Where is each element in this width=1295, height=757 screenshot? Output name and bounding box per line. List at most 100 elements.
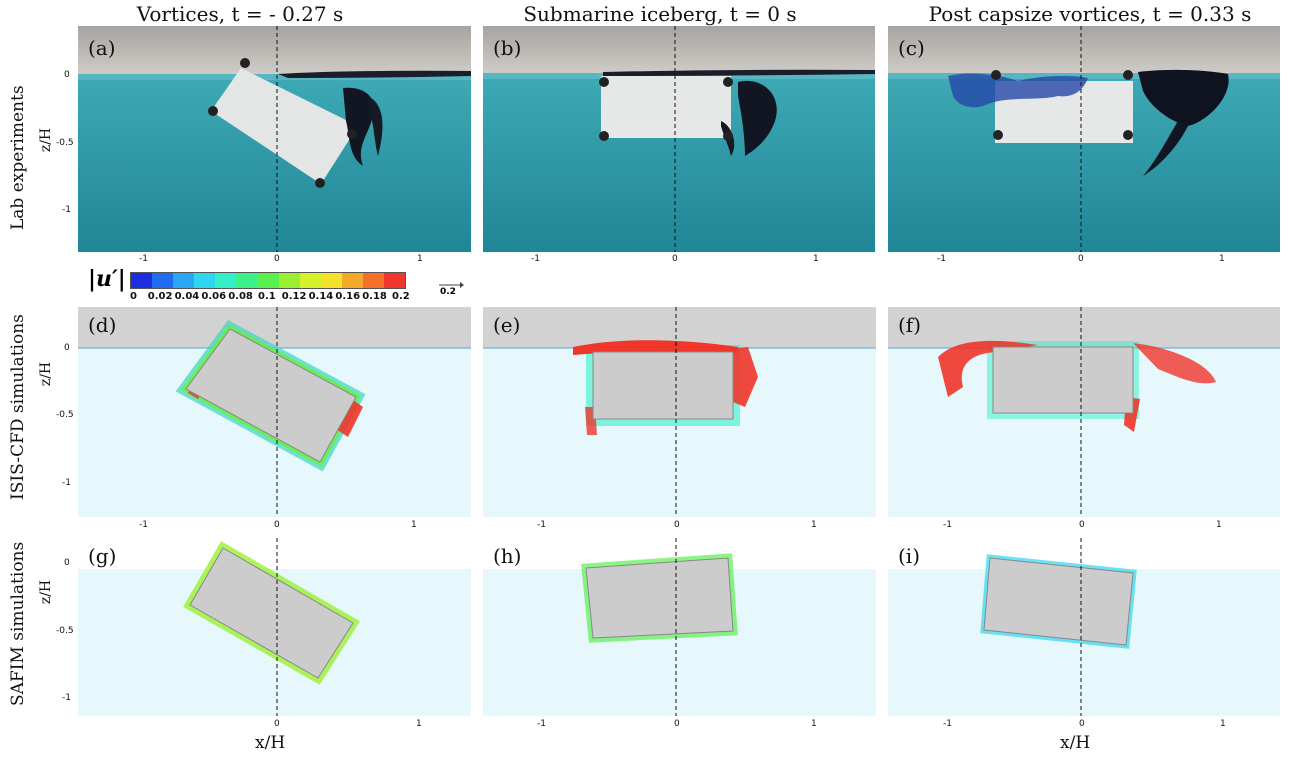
xtick-e-neg1: -1 <box>537 520 546 530</box>
xtick-d-0: 0 <box>274 520 280 530</box>
row-label-cfd: ISIS-CFD simulations <box>8 314 28 500</box>
panel-g-safim <box>78 538 471 716</box>
xtick-f-0: 0 <box>1079 520 1085 530</box>
column-title-3: Post capsize vortices, t = 0.33 s <box>928 2 1252 26</box>
xtick-b-neg1: -1 <box>531 254 540 264</box>
panel-label-i: (i) <box>898 544 921 568</box>
zlabel-row3: z/H <box>38 579 55 605</box>
xlabel-col1: x/H <box>255 733 286 753</box>
colorbar-tick-10: 0.2 <box>392 291 410 302</box>
ztick-row1-1: -1 <box>62 205 71 215</box>
panel-label-h: (h) <box>493 544 522 568</box>
panel-label-g: (g) <box>88 544 117 568</box>
colorbar-tick-4: 0.08 <box>228 291 253 302</box>
ztick-row2-05: -0.5 <box>56 410 74 420</box>
column-title-1: Vortices, t = - 0.27 s <box>136 2 344 26</box>
ztick-row3-0: 0 <box>64 558 70 568</box>
colorbar-symbol: |u′| <box>88 266 126 292</box>
colorbar-tick-7: 0.14 <box>308 291 334 302</box>
panel-b-iceberg-block <box>601 76 731 138</box>
colorbar <box>130 272 406 289</box>
xtick-a-0: 0 <box>274 254 280 264</box>
panel-label-a: (a) <box>88 36 116 60</box>
xtick-c-0: 0 <box>1078 254 1084 264</box>
xtick-b-1: 1 <box>813 254 819 264</box>
xtick-g-0: 0 <box>274 719 280 729</box>
colorbar-swatch-6 <box>257 273 279 288</box>
colorbar-tick-0: 0 <box>130 291 137 302</box>
panel-i-iceberg-block <box>983 557 1134 646</box>
xtick-c-1: 1 <box>1219 254 1225 264</box>
panel-a-image <box>78 26 471 252</box>
colorbar-swatch-3 <box>194 273 216 288</box>
panel-e-iceberg-block <box>592 351 734 420</box>
xtick-g-1: 1 <box>416 719 422 729</box>
colorbar-swatch-10 <box>341 273 363 288</box>
ztick-row2-0: 0 <box>64 343 70 353</box>
panel-g-iceberg-block <box>189 547 354 679</box>
colorbar-tick-6: 0.12 <box>281 291 307 302</box>
ztick-row1-05: -0.5 <box>56 138 74 148</box>
panel-d-iceberg-block <box>185 328 357 463</box>
xtick-e-0: 0 <box>674 520 680 530</box>
colorbar-swatch-9 <box>320 273 342 288</box>
xtick-h-0: 0 <box>674 719 680 729</box>
colorbar-tick-2: 0.04 <box>174 291 200 302</box>
xtick-i-neg1: -1 <box>943 719 952 729</box>
colorbar-tick-5: 0.1 <box>258 291 276 302</box>
ztick-row1-0: 0 <box>64 70 70 80</box>
panel-label-e: (e) <box>493 313 521 337</box>
panel-f-cfd <box>888 307 1280 517</box>
colorbar-swatch-4 <box>215 273 237 288</box>
row-label-lab: Lab experiments <box>8 85 28 230</box>
xtick-f-neg1: -1 <box>943 520 952 530</box>
panel-g-vector-field <box>78 538 471 716</box>
row-label-safim: SAFIM simulations <box>8 541 28 706</box>
panel-e-vector-field <box>483 307 876 517</box>
xtick-a-neg1: -1 <box>139 254 148 264</box>
panel-a-lab-photo <box>78 26 471 252</box>
panel-i-safim <box>888 538 1280 716</box>
xtick-c-neg1: -1 <box>937 254 946 264</box>
xtick-f-1: 1 <box>1216 520 1222 530</box>
panel-label-f: (f) <box>898 313 922 337</box>
colorbar-tick-9: 0.18 <box>362 291 387 302</box>
colorbar-swatch-7 <box>278 273 300 288</box>
panel-b-image <box>483 26 875 252</box>
colorbar-swatch-1 <box>152 273 174 288</box>
colorbar-tick-3: 0.06 <box>201 291 227 302</box>
xtick-d-1: 1 <box>411 520 417 530</box>
colorbar-swatch-5 <box>236 273 258 288</box>
colorbar-tick-8: 0.16 <box>335 291 361 302</box>
zlabel-row1: z/H <box>38 127 55 153</box>
panel-c-lab-photo <box>888 26 1280 252</box>
panel-d-cfd <box>78 307 471 517</box>
panel-f-iceberg-block <box>992 346 1134 414</box>
colorbar-tick-1: 0.02 <box>147 291 173 302</box>
panel-label-c: (c) <box>898 36 925 60</box>
xtick-d-neg1: -1 <box>139 520 148 530</box>
panel-i-vector-field <box>888 538 1280 716</box>
xlabel-col3: x/H <box>1060 733 1091 753</box>
reference-vector-value: 0.2 <box>440 287 456 297</box>
panel-h-vector-field <box>483 538 876 716</box>
panel-h-iceberg-block <box>585 557 734 639</box>
ztick-row3-1: -1 <box>62 693 71 703</box>
reference-vector-arrow <box>438 275 464 294</box>
colorbar-swatch-0 <box>131 273 153 288</box>
column-title-2: Submarine iceberg, t = 0 s <box>523 2 797 26</box>
panel-label-d: (d) <box>88 313 117 337</box>
ztick-row3-05: -0.5 <box>56 626 74 636</box>
colorbar-swatch-8 <box>299 273 321 288</box>
xtick-e-1: 1 <box>811 520 817 530</box>
panel-d-vector-field <box>78 307 471 517</box>
panel-b-lab-photo <box>483 26 875 252</box>
panel-c-image <box>888 26 1280 252</box>
xtick-a-1: 1 <box>417 254 423 264</box>
xtick-h-1: 1 <box>811 719 817 729</box>
xtick-b-0: 0 <box>672 254 678 264</box>
panel-e-cfd <box>483 307 876 517</box>
panel-h-safim <box>483 538 876 716</box>
colorbar-swatch-2 <box>173 273 195 288</box>
zlabel-row2: z/H <box>38 361 55 387</box>
